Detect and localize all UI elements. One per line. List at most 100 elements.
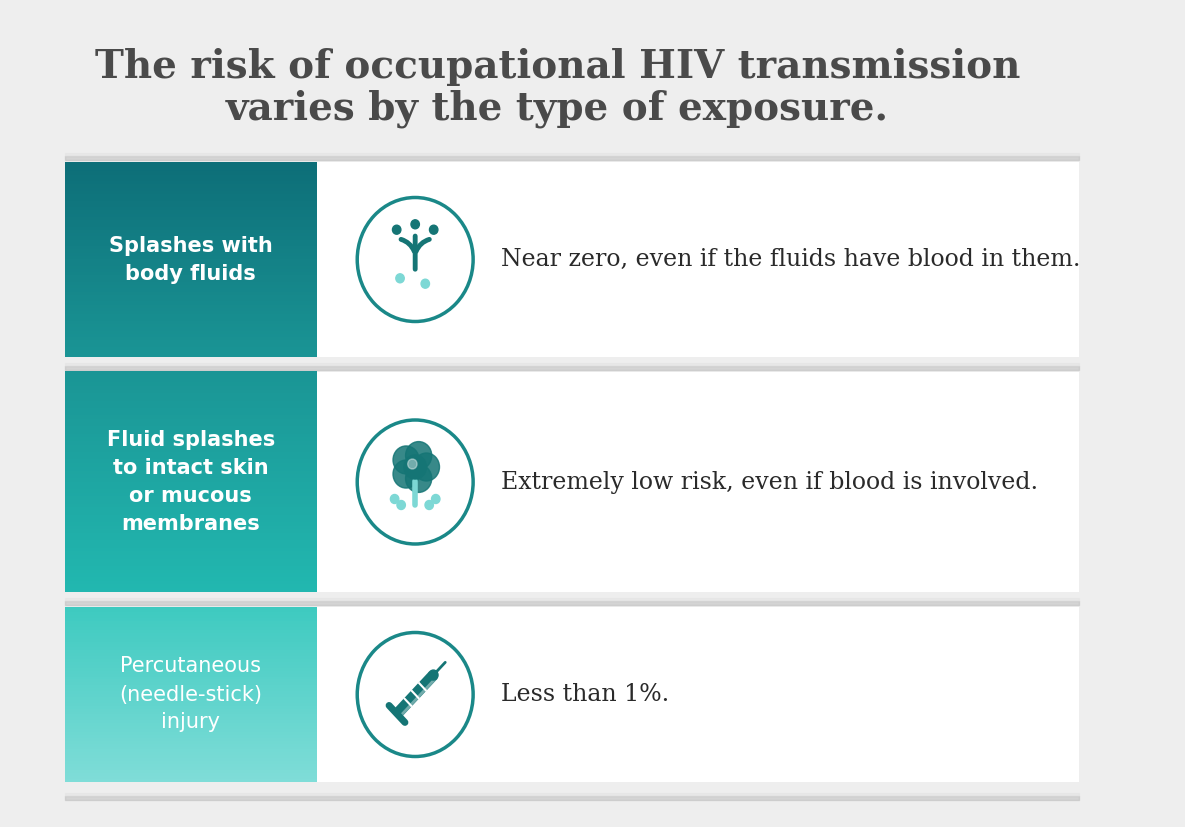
Bar: [65, 749, 318, 753]
Bar: [65, 401, 318, 405]
Bar: [65, 776, 318, 779]
Bar: [65, 397, 318, 401]
Bar: [65, 463, 318, 467]
Bar: [65, 581, 318, 585]
Bar: [65, 246, 318, 250]
Circle shape: [429, 670, 438, 680]
Bar: [65, 682, 318, 686]
Bar: [65, 353, 318, 357]
Bar: [65, 217, 318, 221]
Bar: [65, 514, 318, 519]
Bar: [65, 233, 318, 237]
Bar: [65, 519, 318, 523]
Bar: [65, 662, 318, 666]
Bar: [65, 577, 318, 581]
Bar: [65, 184, 318, 188]
Bar: [65, 324, 318, 327]
Bar: [65, 243, 318, 246]
Circle shape: [425, 500, 434, 509]
Bar: [65, 609, 318, 613]
Text: varies by the type of exposure.: varies by the type of exposure.: [226, 90, 889, 128]
Bar: [65, 291, 318, 295]
Circle shape: [357, 633, 473, 757]
Bar: [65, 686, 318, 689]
Bar: [65, 240, 318, 243]
Bar: [65, 772, 318, 777]
Bar: [65, 375, 318, 380]
Bar: [65, 171, 318, 175]
Bar: [65, 327, 318, 331]
Circle shape: [421, 280, 429, 288]
Bar: [65, 522, 318, 526]
Bar: [65, 448, 318, 452]
Text: Extremely low risk, even if blood is involved.: Extremely low risk, even if blood is inv…: [501, 471, 1038, 494]
Circle shape: [396, 274, 404, 283]
Bar: [65, 427, 318, 431]
Bar: [65, 720, 318, 724]
Bar: [65, 191, 318, 194]
Bar: [65, 194, 318, 198]
Bar: [65, 269, 318, 273]
Bar: [65, 466, 318, 471]
Bar: [65, 165, 318, 169]
Bar: [65, 627, 318, 630]
Bar: [65, 220, 318, 224]
Bar: [65, 337, 318, 341]
Bar: [65, 282, 318, 285]
Bar: [65, 481, 318, 485]
Bar: [65, 478, 318, 482]
Bar: [65, 334, 318, 337]
Text: Splashes with
body fluids: Splashes with body fluids: [109, 236, 273, 284]
Bar: [65, 272, 318, 275]
Bar: [65, 445, 318, 449]
Bar: [318, 372, 1078, 592]
Text: Less than 1%.: Less than 1%.: [501, 683, 670, 706]
Bar: [65, 644, 318, 648]
Bar: [65, 588, 318, 592]
Text: Near zero, even if the fluids have blood in them.: Near zero, even if the fluids have blood…: [501, 248, 1081, 271]
Bar: [65, 379, 318, 383]
Bar: [65, 732, 318, 735]
Bar: [65, 573, 318, 577]
Bar: [65, 200, 318, 204]
Bar: [65, 301, 318, 305]
Circle shape: [397, 500, 405, 509]
Bar: [65, 210, 318, 214]
Bar: [65, 697, 318, 700]
Bar: [65, 555, 318, 559]
Bar: [65, 680, 318, 683]
Bar: [65, 612, 318, 616]
Bar: [65, 694, 318, 697]
Bar: [65, 203, 318, 208]
Bar: [65, 289, 318, 292]
Bar: [65, 265, 318, 270]
Bar: [65, 259, 318, 263]
Bar: [65, 525, 318, 529]
Bar: [65, 262, 318, 266]
Bar: [65, 778, 318, 782]
Circle shape: [357, 198, 473, 322]
Bar: [65, 340, 318, 344]
Bar: [65, 308, 318, 312]
Bar: [65, 770, 318, 773]
Circle shape: [390, 495, 399, 504]
Bar: [65, 412, 318, 416]
Bar: [65, 471, 318, 475]
Bar: [65, 705, 318, 709]
Bar: [65, 656, 318, 659]
Circle shape: [414, 453, 440, 481]
Bar: [65, 188, 318, 191]
Bar: [65, 390, 318, 394]
Bar: [65, 460, 318, 464]
Circle shape: [408, 459, 417, 469]
Bar: [65, 350, 318, 354]
Bar: [65, 511, 318, 515]
Bar: [65, 493, 318, 497]
Text: The risk of occupational HIV transmission: The risk of occupational HIV transmissio…: [95, 48, 1020, 86]
Bar: [65, 688, 318, 691]
Bar: [65, 715, 318, 718]
Bar: [65, 452, 318, 457]
Circle shape: [393, 460, 419, 488]
Bar: [65, 738, 318, 741]
Bar: [65, 659, 318, 662]
